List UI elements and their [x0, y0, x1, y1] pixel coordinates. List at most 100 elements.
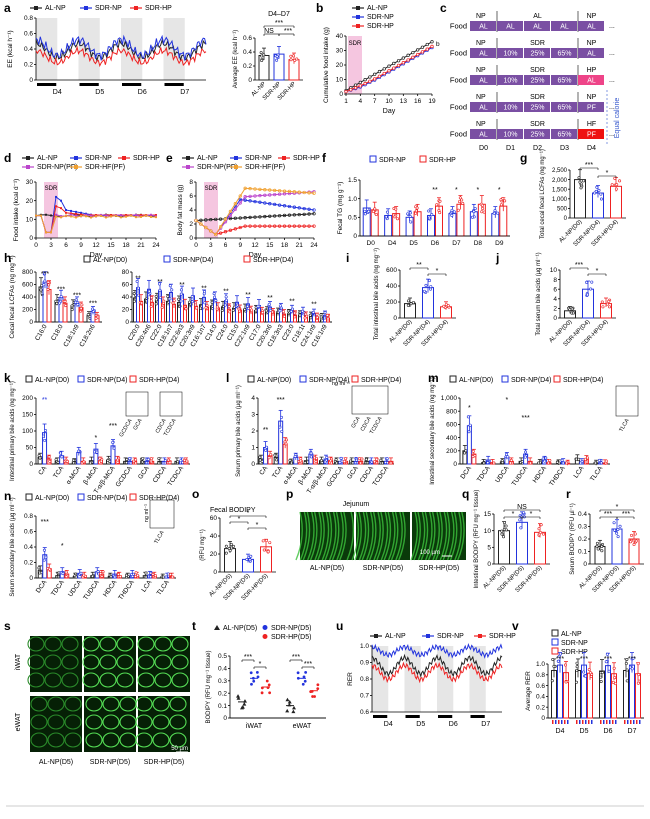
data-point [599, 461, 603, 465]
y-tick-label: 400 [22, 294, 33, 301]
data-point [358, 84, 362, 88]
data-point [600, 549, 604, 553]
data-point [279, 415, 283, 419]
data-point [363, 78, 367, 82]
legend-marker [129, 493, 137, 501]
villus-shape [449, 511, 458, 561]
significance-mark: * [498, 187, 501, 194]
data-point [147, 289, 151, 293]
legend-label: SDR-NP(D4) [87, 377, 127, 384]
legend-label: AL-NP(D5) [223, 625, 257, 632]
significance-mark: *** [73, 292, 81, 299]
data-point [240, 705, 245, 709]
data-point [408, 211, 412, 215]
data-point [242, 699, 247, 703]
data-point [546, 461, 550, 465]
x-tick-label: D6 [604, 728, 613, 735]
data-point [613, 528, 617, 532]
adipocyte-shape [152, 714, 170, 730]
data-point [636, 662, 640, 666]
data-point [373, 460, 377, 464]
panel-letter: e [166, 151, 173, 165]
data-point [450, 213, 454, 217]
data-point [140, 301, 144, 305]
y-tick-label: 0.3 [578, 524, 587, 531]
data-point [624, 662, 628, 666]
data-point [371, 209, 375, 213]
data-point [519, 526, 523, 530]
y-tick-label: 0 [248, 77, 252, 84]
chart-title: D4–D7 [268, 11, 290, 18]
data-point [212, 292, 216, 296]
villus-shape [427, 511, 436, 561]
data-point [582, 670, 586, 674]
x-tick-label: GCA [351, 416, 362, 430]
legend-marker [356, 15, 360, 19]
data-point [375, 457, 379, 461]
data-point [628, 665, 632, 669]
food-cell [470, 75, 496, 85]
legend-marker [77, 493, 85, 501]
x-tick-label: 3 [209, 242, 213, 249]
day-label: D3 [560, 145, 569, 152]
data-point [106, 459, 110, 463]
data-point [151, 572, 155, 576]
data-point [224, 551, 228, 555]
data-point [605, 652, 609, 656]
data-point [270, 310, 274, 314]
villus-shape [354, 511, 362, 561]
data-point [42, 548, 46, 552]
image-label: SDR-HP(D5) [419, 565, 459, 572]
group-label: HF [587, 121, 596, 128]
y-tick-label: 400 [446, 435, 457, 442]
legend-marker [186, 165, 190, 169]
food-cell-label: AL [479, 105, 488, 112]
data-point [578, 180, 582, 184]
food-cell-label: 10% [503, 105, 517, 112]
data-point [612, 666, 616, 670]
legend-marker [299, 375, 307, 383]
continuation: ... [609, 50, 615, 57]
data-point [136, 286, 140, 290]
adipocyte-shape [171, 654, 189, 670]
data-point [625, 668, 629, 672]
data-point [285, 438, 289, 442]
y-tick-label: 0 [29, 319, 33, 326]
data-point [458, 196, 462, 200]
data-point [289, 461, 293, 465]
adipocyte-shape [137, 672, 155, 688]
significance-mark: * [476, 187, 479, 194]
data-point [309, 316, 313, 320]
legend-marker [214, 625, 220, 630]
data-point [98, 456, 102, 460]
y-axis-label: Intestinal secondary bile acids (ng mg⁻¹… [430, 377, 436, 485]
significance-mark: ** [157, 279, 163, 286]
data-point [500, 532, 504, 536]
legend-marker [234, 156, 238, 160]
data-point [374, 212, 378, 216]
food-cell [497, 102, 523, 112]
legend-marker [243, 255, 251, 263]
y-tick-label: 0.6 [536, 683, 545, 690]
data-point [349, 459, 353, 463]
data-point [377, 69, 382, 74]
data-point [373, 207, 377, 211]
data-point [160, 305, 164, 309]
significance-mark: *** [604, 656, 612, 663]
data-point [461, 201, 465, 205]
data-point [596, 547, 600, 551]
data-point [604, 660, 608, 664]
data-point [442, 304, 446, 308]
series-line [195, 187, 315, 236]
data-point [564, 680, 568, 684]
data-point [285, 697, 290, 702]
data-point [171, 575, 175, 579]
data-point [95, 450, 99, 454]
data-point [401, 56, 405, 60]
data-point [230, 546, 234, 550]
legend-label: AL-NP [385, 633, 406, 640]
data-point [243, 308, 247, 312]
x-tick-label: CA [37, 465, 48, 477]
group-label: HP [587, 67, 597, 74]
data-point [406, 58, 410, 62]
